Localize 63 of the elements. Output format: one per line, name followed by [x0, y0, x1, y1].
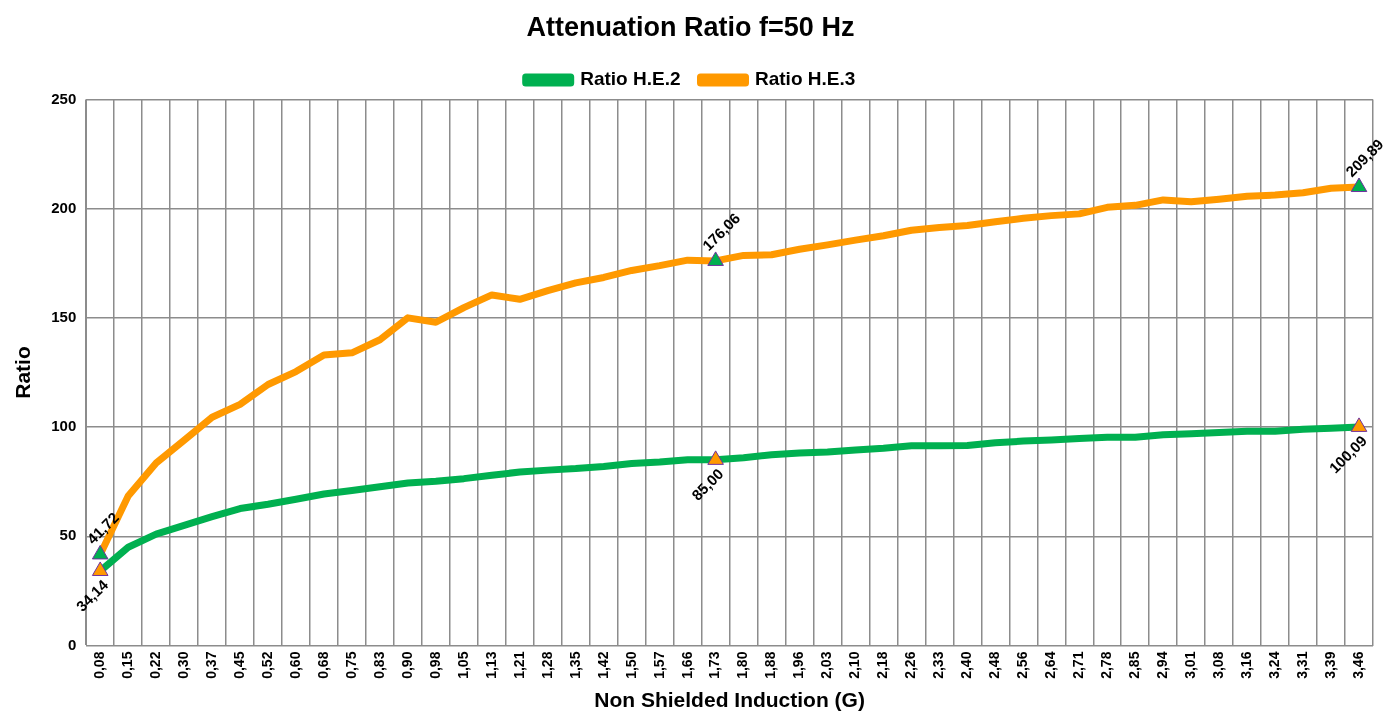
- point: [91, 561, 109, 576]
- x-tick-label: 1,50: [622, 651, 639, 679]
- x-tick-label: 0,83: [370, 651, 387, 679]
- x-tick-label: 0,75: [342, 651, 359, 679]
- x-tick-label: 0,45: [230, 651, 247, 679]
- y-tick-label: 100: [51, 417, 77, 435]
- x-tick-label: 2,10: [846, 651, 863, 679]
- x-tick-label: 2,64: [1042, 651, 1059, 679]
- x-axis-title: Non Shielded Induction (G): [594, 688, 865, 712]
- x-tick-label: 3,01: [1182, 651, 1199, 679]
- x-tick-label: 2,40: [958, 651, 975, 679]
- x-tick-label: 3,39: [1321, 651, 1338, 679]
- x-tick-label: 2,94: [1154, 651, 1171, 679]
- x-tick-label: 0,98: [426, 651, 443, 679]
- x-tick-label: 1,05: [454, 651, 471, 679]
- x-tick-label: 3,08: [1210, 651, 1227, 679]
- x-tick-label: 0,60: [286, 651, 303, 679]
- x-tick-label: 1,28: [538, 651, 555, 679]
- x-tick-label: 0,68: [314, 651, 331, 679]
- x-tick-label: 0,08: [91, 651, 108, 679]
- x-tick-label: 1,88: [762, 651, 779, 679]
- x-tick-label: 0,52: [258, 651, 275, 679]
- x-tick-label: 0,90: [398, 651, 415, 679]
- x-tick-label: 1,96: [790, 651, 807, 679]
- x-tick-label: 0,30: [174, 651, 191, 679]
- x-tick-label: 3,24: [1265, 651, 1282, 679]
- x-tick-label: 1,66: [678, 651, 695, 679]
- x-tick-label: 3,16: [1237, 651, 1254, 679]
- x-tick-label: 0,22: [147, 651, 164, 679]
- chart-title: Attenuation Ratio f=50 Hz: [526, 11, 855, 42]
- y-axis-title: Ratio: [11, 346, 35, 399]
- point: [1350, 417, 1368, 432]
- x-tick-label: 1,73: [706, 651, 723, 679]
- x-tick-label: 3,31: [1293, 651, 1310, 679]
- x-tick-label: 2,56: [1014, 651, 1031, 679]
- x-tick-label: 2,85: [1126, 651, 1143, 679]
- x-tick-label: 3,46: [1349, 651, 1366, 679]
- legend-label: Ratio H.E.2: [580, 68, 681, 90]
- x-tick-label: 2,78: [1098, 651, 1115, 679]
- point: [707, 450, 724, 465]
- x-tick-label: 0,15: [119, 651, 136, 679]
- x-tick-label: 1,35: [566, 651, 583, 679]
- x-tick-label: 1,80: [734, 651, 751, 679]
- x-tick-label: 1,42: [594, 651, 611, 679]
- y-tick-label: 250: [51, 89, 77, 107]
- legend-label: Ratio H.E.3: [755, 68, 856, 90]
- x-tick-label: 0,37: [202, 651, 219, 679]
- x-tick-label: 2,48: [986, 651, 1003, 679]
- y-tick-label: 200: [51, 198, 77, 216]
- point: [91, 544, 109, 560]
- y-tick-label: 0: [67, 635, 77, 653]
- x-tick-label: 2,26: [902, 651, 919, 679]
- y-tick-label: 150: [51, 308, 77, 325]
- y-tick-label: 50: [59, 526, 77, 544]
- x-tick-label: 1,57: [650, 651, 667, 679]
- point: [1350, 177, 1368, 193]
- x-tick-label: 2,33: [930, 651, 947, 679]
- x-tick-label: 2,18: [874, 651, 891, 679]
- x-tick-label: 2,71: [1070, 651, 1087, 679]
- x-tick-label: 2,03: [818, 651, 835, 679]
- x-tick-label: 1,21: [510, 651, 527, 679]
- point: [707, 251, 724, 266]
- x-tick-label: 1,13: [482, 651, 499, 679]
